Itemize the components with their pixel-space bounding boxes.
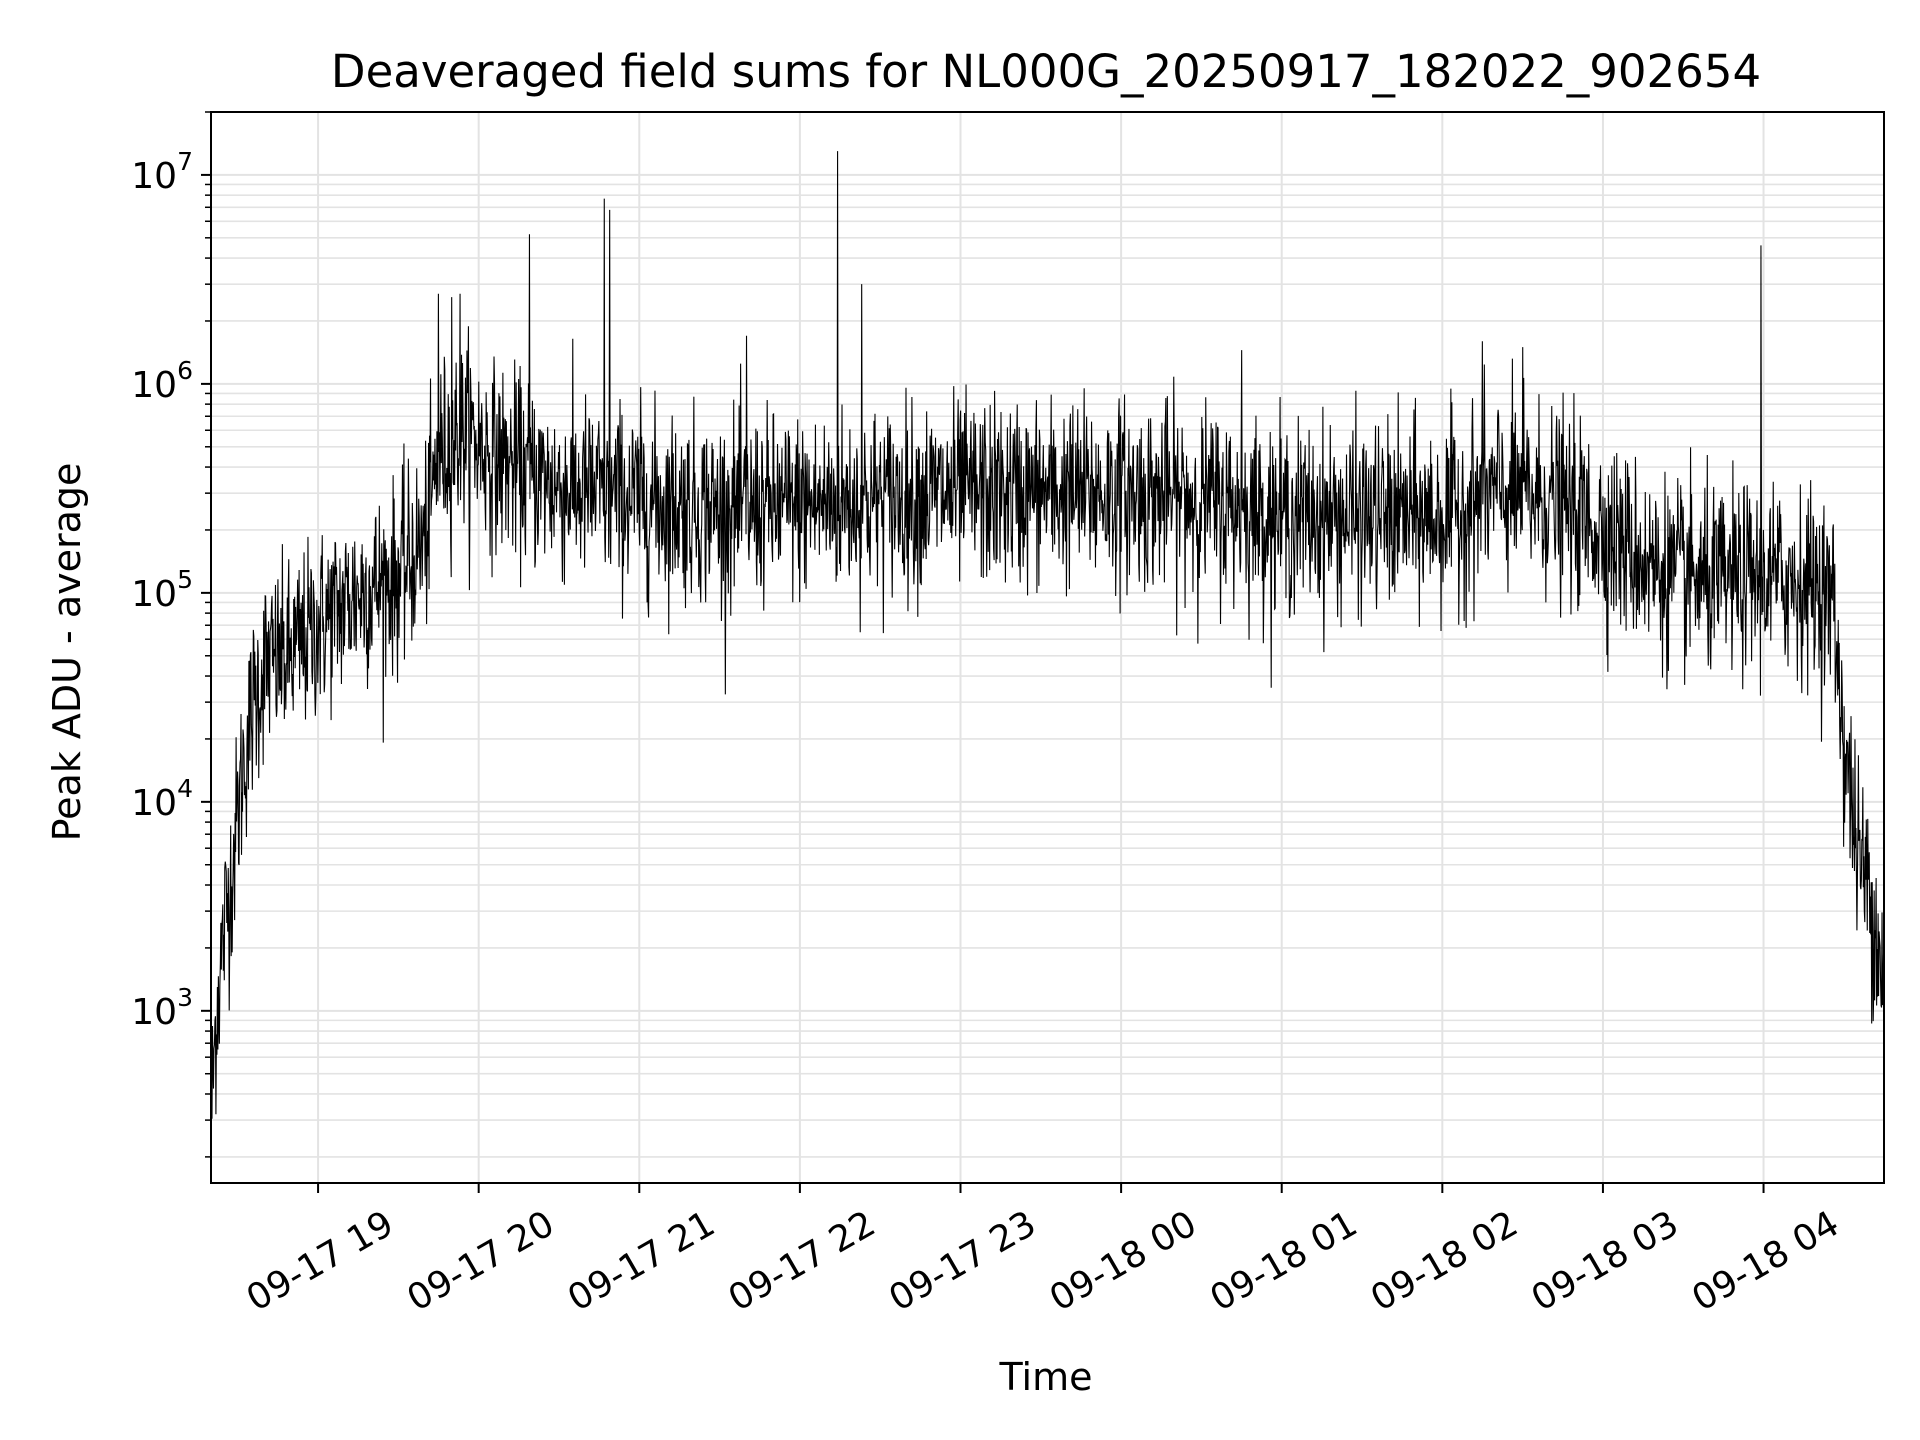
y-tick-label: 106: [131, 356, 193, 406]
series-line: [210, 151, 1885, 1135]
grid-lines: [211, 111, 1884, 1183]
y-axis-label: Peak ADU - average: [45, 463, 89, 842]
y-tick-label: 105: [131, 565, 193, 615]
axes-frame: [210, 111, 1885, 1184]
tick-marks: [201, 111, 1765, 1193]
y-tick-label: 107: [131, 147, 193, 197]
y-tick-label: 103: [131, 983, 193, 1033]
x-axis-label: Time: [999, 1355, 1093, 1399]
y-tick-label: 104: [131, 774, 193, 824]
chart-title: Deaveraged field sums for NL000G_2025091…: [331, 45, 1761, 98]
series-layer: [210, 151, 1885, 1135]
